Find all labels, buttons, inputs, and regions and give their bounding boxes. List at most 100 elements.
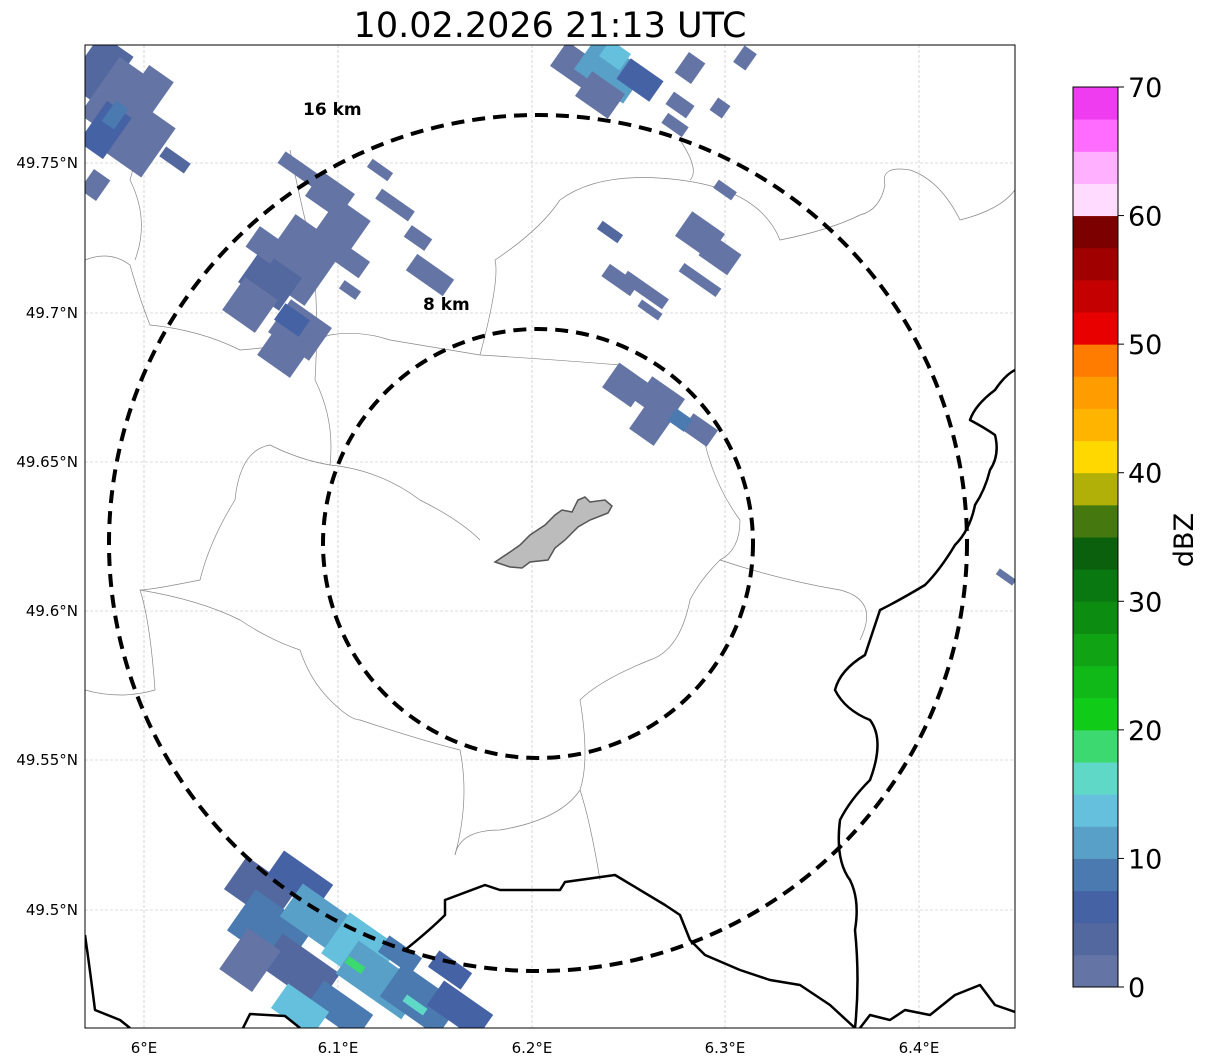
range-ring-16km	[107, 113, 969, 973]
latitude-ticks: 49.75°N 49.7°N 49.65°N 49.6°N 49.55°N 49.5°N	[16, 154, 78, 919]
radar-cell	[601, 263, 639, 297]
radar-cell	[616, 58, 664, 102]
colorbar-bin	[1073, 408, 1118, 442]
radar-cell	[629, 404, 671, 446]
colorbar-tick-label: 40	[1128, 459, 1162, 490]
colorbar-label: dBZ	[1169, 513, 1200, 567]
radar-cell	[599, 45, 631, 71]
colorbar-bin	[1073, 215, 1118, 249]
lat-tick-label: 49.7°N	[26, 304, 78, 322]
colorbar-bin	[1073, 279, 1118, 313]
lat-tick-label: 49.6°N	[26, 602, 78, 620]
colorbar-bin	[1073, 183, 1118, 217]
radar-cell	[104, 102, 176, 178]
colorbar-bin	[1073, 247, 1118, 281]
radar-cell	[306, 980, 374, 1028]
radar-cell	[661, 112, 689, 138]
colorbar: 0 10 20 30 40 50 60 70	[1072, 73, 1162, 1004]
map-area[interactable]	[66, 34, 1016, 1040]
colorbar-bin	[1073, 376, 1118, 409]
country-borders	[85, 368, 1015, 1028]
radar-cell	[219, 928, 281, 992]
radar-cell	[637, 299, 663, 321]
radar-cell	[85, 45, 134, 107]
colorbar-bin	[1073, 312, 1118, 345]
radar-cell	[575, 71, 625, 119]
colorbar-bin	[1073, 729, 1118, 763]
radar-cell	[366, 158, 394, 182]
colorbar-bin	[1073, 151, 1118, 184]
radar-cell	[733, 45, 757, 71]
radar-cell	[101, 100, 129, 130]
colorbar-bin	[1073, 890, 1118, 924]
colorbar-tick-label: 50	[1128, 330, 1162, 361]
colorbar-bin	[1073, 537, 1118, 570]
radar-cell	[270, 983, 330, 1028]
radar-cell	[426, 980, 494, 1028]
lat-tick-label: 49.5°N	[26, 901, 78, 919]
colorbar-tick-label: 70	[1128, 73, 1162, 104]
lat-tick-label: 49.75°N	[16, 154, 78, 172]
colorbar-bin	[1073, 794, 1118, 827]
range-label-16km: 16 km	[303, 100, 362, 120]
city-area	[493, 496, 613, 569]
colorbar-bin	[1073, 762, 1118, 795]
colorbar-frame	[1072, 86, 1119, 988]
colorbar-bin	[1073, 858, 1118, 892]
radar-cell	[995, 568, 1015, 586]
colorbar-bin	[1073, 665, 1118, 699]
map-title: 10.02.2026 21:13 UTC	[354, 6, 747, 46]
colorbar-bin	[1073, 472, 1118, 506]
colorbar-bin	[1073, 922, 1118, 956]
radar-cell	[338, 280, 362, 300]
colorbar-bin	[1073, 601, 1118, 634]
colorbar-bin	[1073, 87, 1118, 120]
radar-cell	[665, 91, 695, 119]
radar-cell	[238, 249, 302, 311]
colorbar-bin	[1073, 440, 1118, 474]
radar-cell	[273, 303, 311, 337]
radar-cell	[698, 234, 742, 276]
radar-cell	[678, 262, 722, 298]
radar-cell	[602, 362, 648, 408]
lon-tick-label: 6.4°E	[899, 1039, 940, 1057]
radar-cell	[427, 950, 473, 990]
colorbar-bin	[1073, 633, 1118, 667]
radar-cell	[126, 65, 174, 115]
colorbar-tick-label: 20	[1128, 716, 1162, 747]
colorbar-tick-label: 30	[1128, 587, 1162, 618]
colorbar-tick-label: 0	[1128, 973, 1145, 1004]
colorbar-tick-label: 60	[1128, 202, 1162, 233]
range-label-8km: 8 km	[423, 295, 470, 315]
radar-cell	[635, 376, 685, 424]
colorbar-bin	[1073, 344, 1118, 377]
radar-cell	[709, 97, 731, 119]
radar-cell	[277, 151, 323, 189]
range-ring-8km	[321, 327, 755, 760]
lat-tick-label: 49.55°N	[16, 751, 78, 769]
radar-cell	[379, 963, 461, 1028]
lon-tick-label: 6.1°E	[318, 1039, 359, 1057]
lon-tick-label: 6°E	[131, 1039, 158, 1057]
radar-cell	[403, 225, 433, 251]
longitude-ticks: 6°E 6.1°E 6.2°E 6.3°E 6.4°E	[131, 1039, 940, 1057]
radar-cell	[159, 146, 191, 174]
radar-cell	[85, 169, 111, 201]
lon-tick-label: 6.2°E	[512, 1039, 553, 1057]
plot-frame	[84, 44, 1016, 1029]
colorbar-bin	[1073, 569, 1118, 602]
radar-cell	[329, 241, 371, 279]
colorbar-bin	[1073, 504, 1118, 538]
colorbar-tick-label: 10	[1128, 844, 1162, 875]
radar-cell	[375, 188, 415, 222]
lat-tick-label: 49.65°N	[16, 453, 78, 471]
radar-cell	[222, 277, 278, 333]
colorbar-bin	[1073, 119, 1118, 152]
radar-cell	[674, 52, 706, 84]
radar-cell	[596, 220, 624, 244]
colorbar-bin	[1073, 826, 1118, 859]
colorbar-bin	[1073, 954, 1118, 988]
radar-cell	[245, 226, 285, 264]
radar-reflectivity-layer	[85, 45, 1015, 1028]
